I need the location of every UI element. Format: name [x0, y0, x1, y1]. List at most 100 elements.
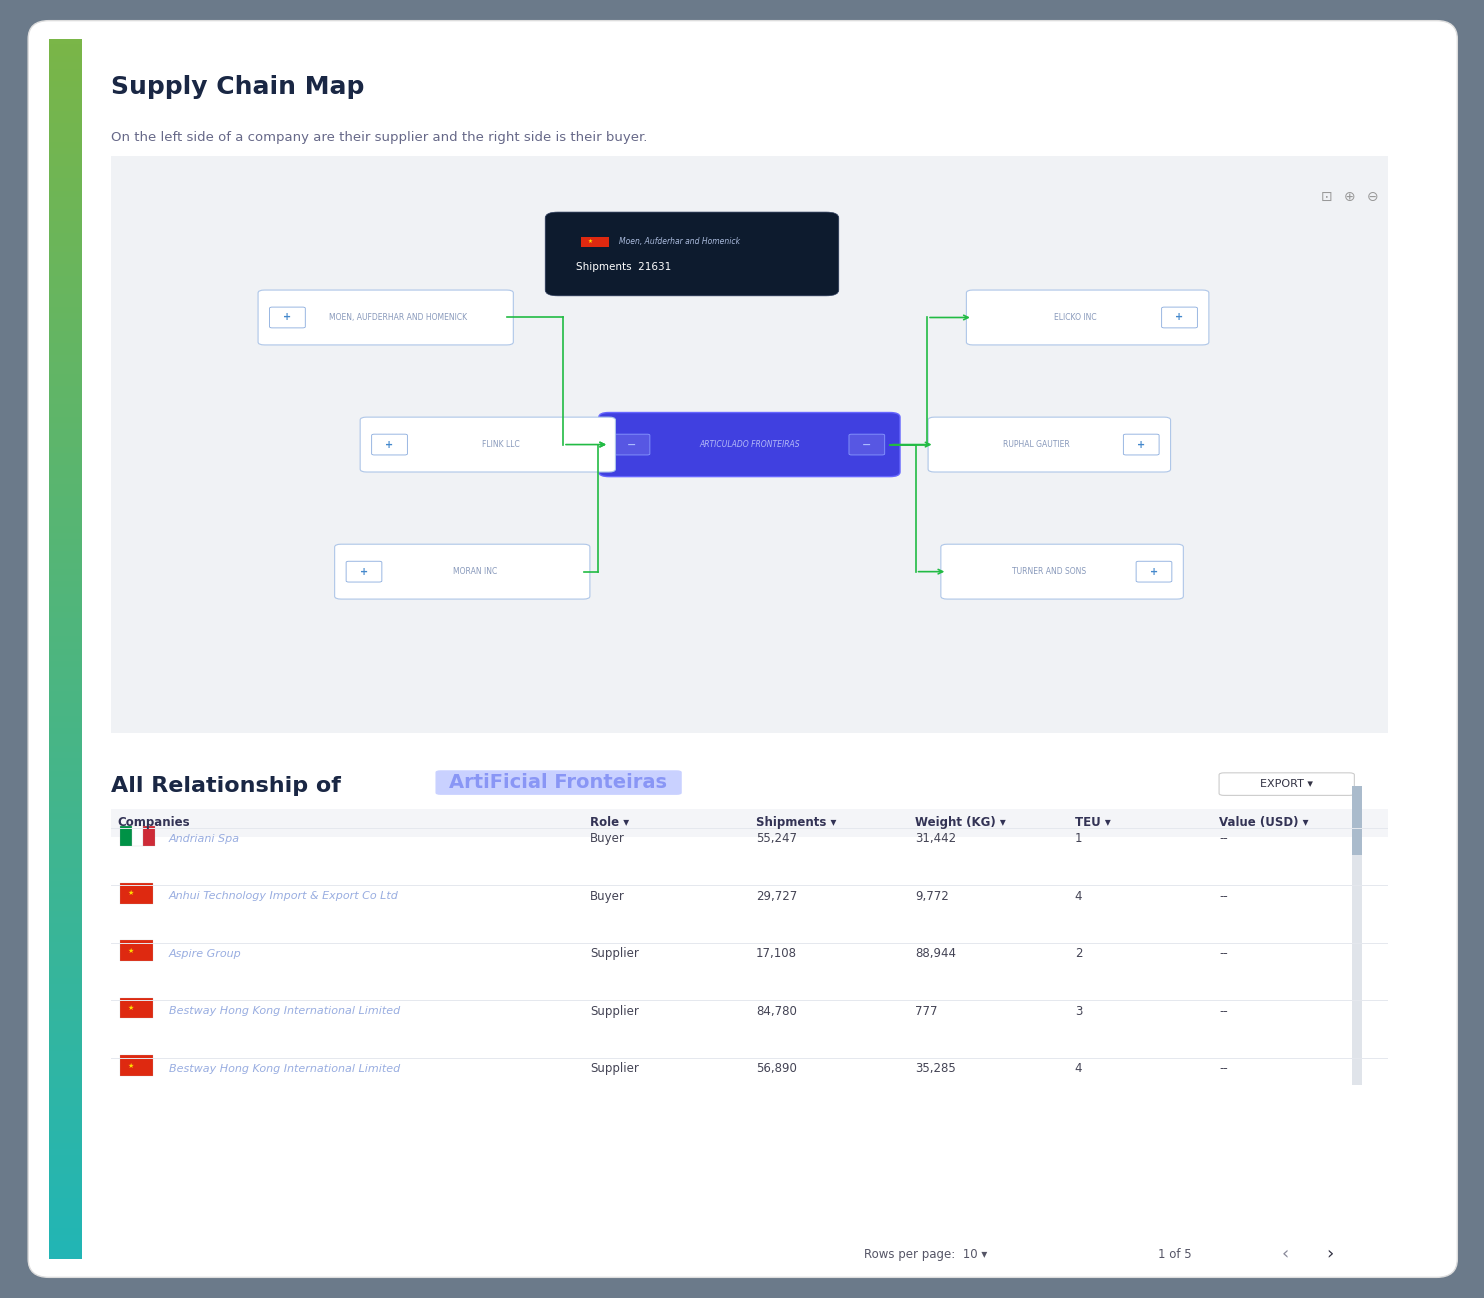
Text: 2: 2 — [1074, 948, 1082, 961]
Text: --: -- — [1218, 1005, 1227, 1018]
Bar — [120, 826, 132, 846]
Text: Shipments  21631: Shipments 21631 — [576, 262, 671, 271]
FancyBboxPatch shape — [600, 413, 899, 476]
FancyBboxPatch shape — [966, 289, 1209, 345]
Text: Bestway Hong Kong International Limited: Bestway Hong Kong International Limited — [169, 1063, 401, 1073]
FancyBboxPatch shape — [270, 308, 306, 328]
Text: ⊕: ⊕ — [1343, 191, 1355, 204]
Text: 55,247: 55,247 — [755, 832, 797, 845]
FancyBboxPatch shape — [941, 544, 1183, 600]
FancyBboxPatch shape — [928, 417, 1171, 472]
Text: +: + — [283, 313, 291, 322]
Bar — [580, 236, 608, 247]
Text: 1 of 5: 1 of 5 — [1158, 1247, 1192, 1260]
Text: +: + — [386, 440, 393, 449]
Bar — [120, 883, 153, 903]
Text: All Relationship of: All Relationship of — [111, 776, 341, 796]
FancyBboxPatch shape — [1218, 772, 1355, 796]
Text: Supplier: Supplier — [591, 1005, 638, 1018]
Text: ★: ★ — [128, 948, 134, 954]
Text: MOEN, AUFDERHAR AND HOMENICK: MOEN, AUFDERHAR AND HOMENICK — [329, 313, 467, 322]
Text: 84,780: 84,780 — [755, 1005, 797, 1018]
Text: Role ▾: Role ▾ — [591, 815, 629, 828]
Text: −: − — [628, 440, 637, 449]
Text: +: + — [1137, 440, 1146, 449]
Text: 9,772: 9,772 — [916, 890, 950, 903]
Text: Aspire Group: Aspire Group — [169, 949, 242, 959]
Text: ‹: ‹ — [1282, 1245, 1290, 1263]
Text: ★: ★ — [128, 1063, 134, 1068]
Bar — [120, 998, 153, 1019]
Text: Shipments ▾: Shipments ▾ — [755, 815, 835, 828]
Text: ›: › — [1327, 1245, 1334, 1263]
Text: RUPHAL GAUTIER: RUPHAL GAUTIER — [1003, 440, 1070, 449]
FancyBboxPatch shape — [435, 770, 681, 794]
Text: ELICKO INC: ELICKO INC — [1054, 313, 1097, 322]
Bar — [111, 809, 1388, 837]
Text: Andriani Spa: Andriani Spa — [169, 835, 240, 844]
FancyBboxPatch shape — [98, 151, 1401, 739]
FancyBboxPatch shape — [1162, 308, 1198, 328]
Text: Supplier: Supplier — [591, 1062, 638, 1075]
Bar — [120, 1055, 153, 1076]
Bar — [142, 826, 154, 846]
Text: 17,108: 17,108 — [755, 948, 797, 961]
Text: EXPORT ▾: EXPORT ▾ — [1260, 779, 1313, 789]
Text: Supply Chain Map: Supply Chain Map — [111, 74, 365, 99]
Text: TURNER AND SONS: TURNER AND SONS — [1012, 567, 1086, 576]
Bar — [1352, 798, 1362, 1085]
FancyBboxPatch shape — [849, 434, 884, 456]
Text: --: -- — [1218, 890, 1227, 903]
Bar — [120, 941, 153, 961]
Text: TEU ▾: TEU ▾ — [1074, 815, 1110, 828]
Text: 4: 4 — [1074, 890, 1082, 903]
Text: ★: ★ — [128, 890, 134, 897]
Text: 31,442: 31,442 — [916, 832, 957, 845]
Text: --: -- — [1218, 1062, 1227, 1075]
Text: +: + — [1175, 313, 1184, 322]
Text: +: + — [361, 567, 368, 576]
Text: Value (USD) ▾: Value (USD) ▾ — [1218, 815, 1309, 828]
Text: --: -- — [1218, 948, 1227, 961]
Text: Supplier: Supplier — [591, 948, 638, 961]
Text: +: + — [1150, 567, 1158, 576]
Text: On the left side of a company are their supplier and the right side is their buy: On the left side of a company are their … — [111, 131, 647, 144]
Text: ArtiFicial Fronteiras: ArtiFicial Fronteiras — [450, 774, 666, 792]
Bar — [1352, 787, 1362, 855]
Text: Companies: Companies — [117, 815, 190, 828]
Text: 88,944: 88,944 — [916, 948, 956, 961]
FancyBboxPatch shape — [335, 544, 591, 600]
FancyBboxPatch shape — [371, 434, 408, 456]
Text: Buyer: Buyer — [591, 890, 625, 903]
Text: −: − — [862, 440, 871, 449]
Text: 3: 3 — [1074, 1005, 1082, 1018]
Text: ARTICULADO FRONTEIRAS: ARTICULADO FRONTEIRAS — [699, 440, 800, 449]
FancyBboxPatch shape — [1137, 561, 1172, 582]
Text: --: -- — [1218, 832, 1227, 845]
Text: ★: ★ — [128, 1005, 134, 1011]
FancyBboxPatch shape — [258, 289, 513, 345]
Text: Rows per page:  10 ▾: Rows per page: 10 ▾ — [864, 1247, 987, 1260]
Text: Buyer: Buyer — [591, 832, 625, 845]
Text: 56,890: 56,890 — [755, 1062, 797, 1075]
FancyBboxPatch shape — [28, 21, 1457, 1277]
FancyBboxPatch shape — [346, 561, 381, 582]
FancyBboxPatch shape — [1123, 434, 1159, 456]
Text: Weight (KG) ▾: Weight (KG) ▾ — [916, 815, 1006, 828]
Text: ⊖: ⊖ — [1367, 191, 1379, 204]
Text: 1: 1 — [1074, 832, 1082, 845]
Text: ★: ★ — [588, 239, 592, 244]
Text: 777: 777 — [916, 1005, 938, 1018]
FancyBboxPatch shape — [361, 417, 616, 472]
FancyBboxPatch shape — [545, 212, 838, 296]
Text: 35,285: 35,285 — [916, 1062, 956, 1075]
Text: ⊡: ⊡ — [1321, 191, 1333, 204]
FancyBboxPatch shape — [614, 434, 650, 456]
Text: Bestway Hong Kong International Limited: Bestway Hong Kong International Limited — [169, 1006, 401, 1016]
Text: Moen, Aufderhar and Homenick: Moen, Aufderhar and Homenick — [619, 238, 741, 247]
Text: 29,727: 29,727 — [755, 890, 797, 903]
Bar — [132, 826, 144, 846]
Text: MORAN INC: MORAN INC — [453, 567, 497, 576]
Text: FLINK LLC: FLINK LLC — [482, 440, 519, 449]
Text: Anhui Technology Import & Export Co Ltd: Anhui Technology Import & Export Co Ltd — [169, 892, 399, 901]
